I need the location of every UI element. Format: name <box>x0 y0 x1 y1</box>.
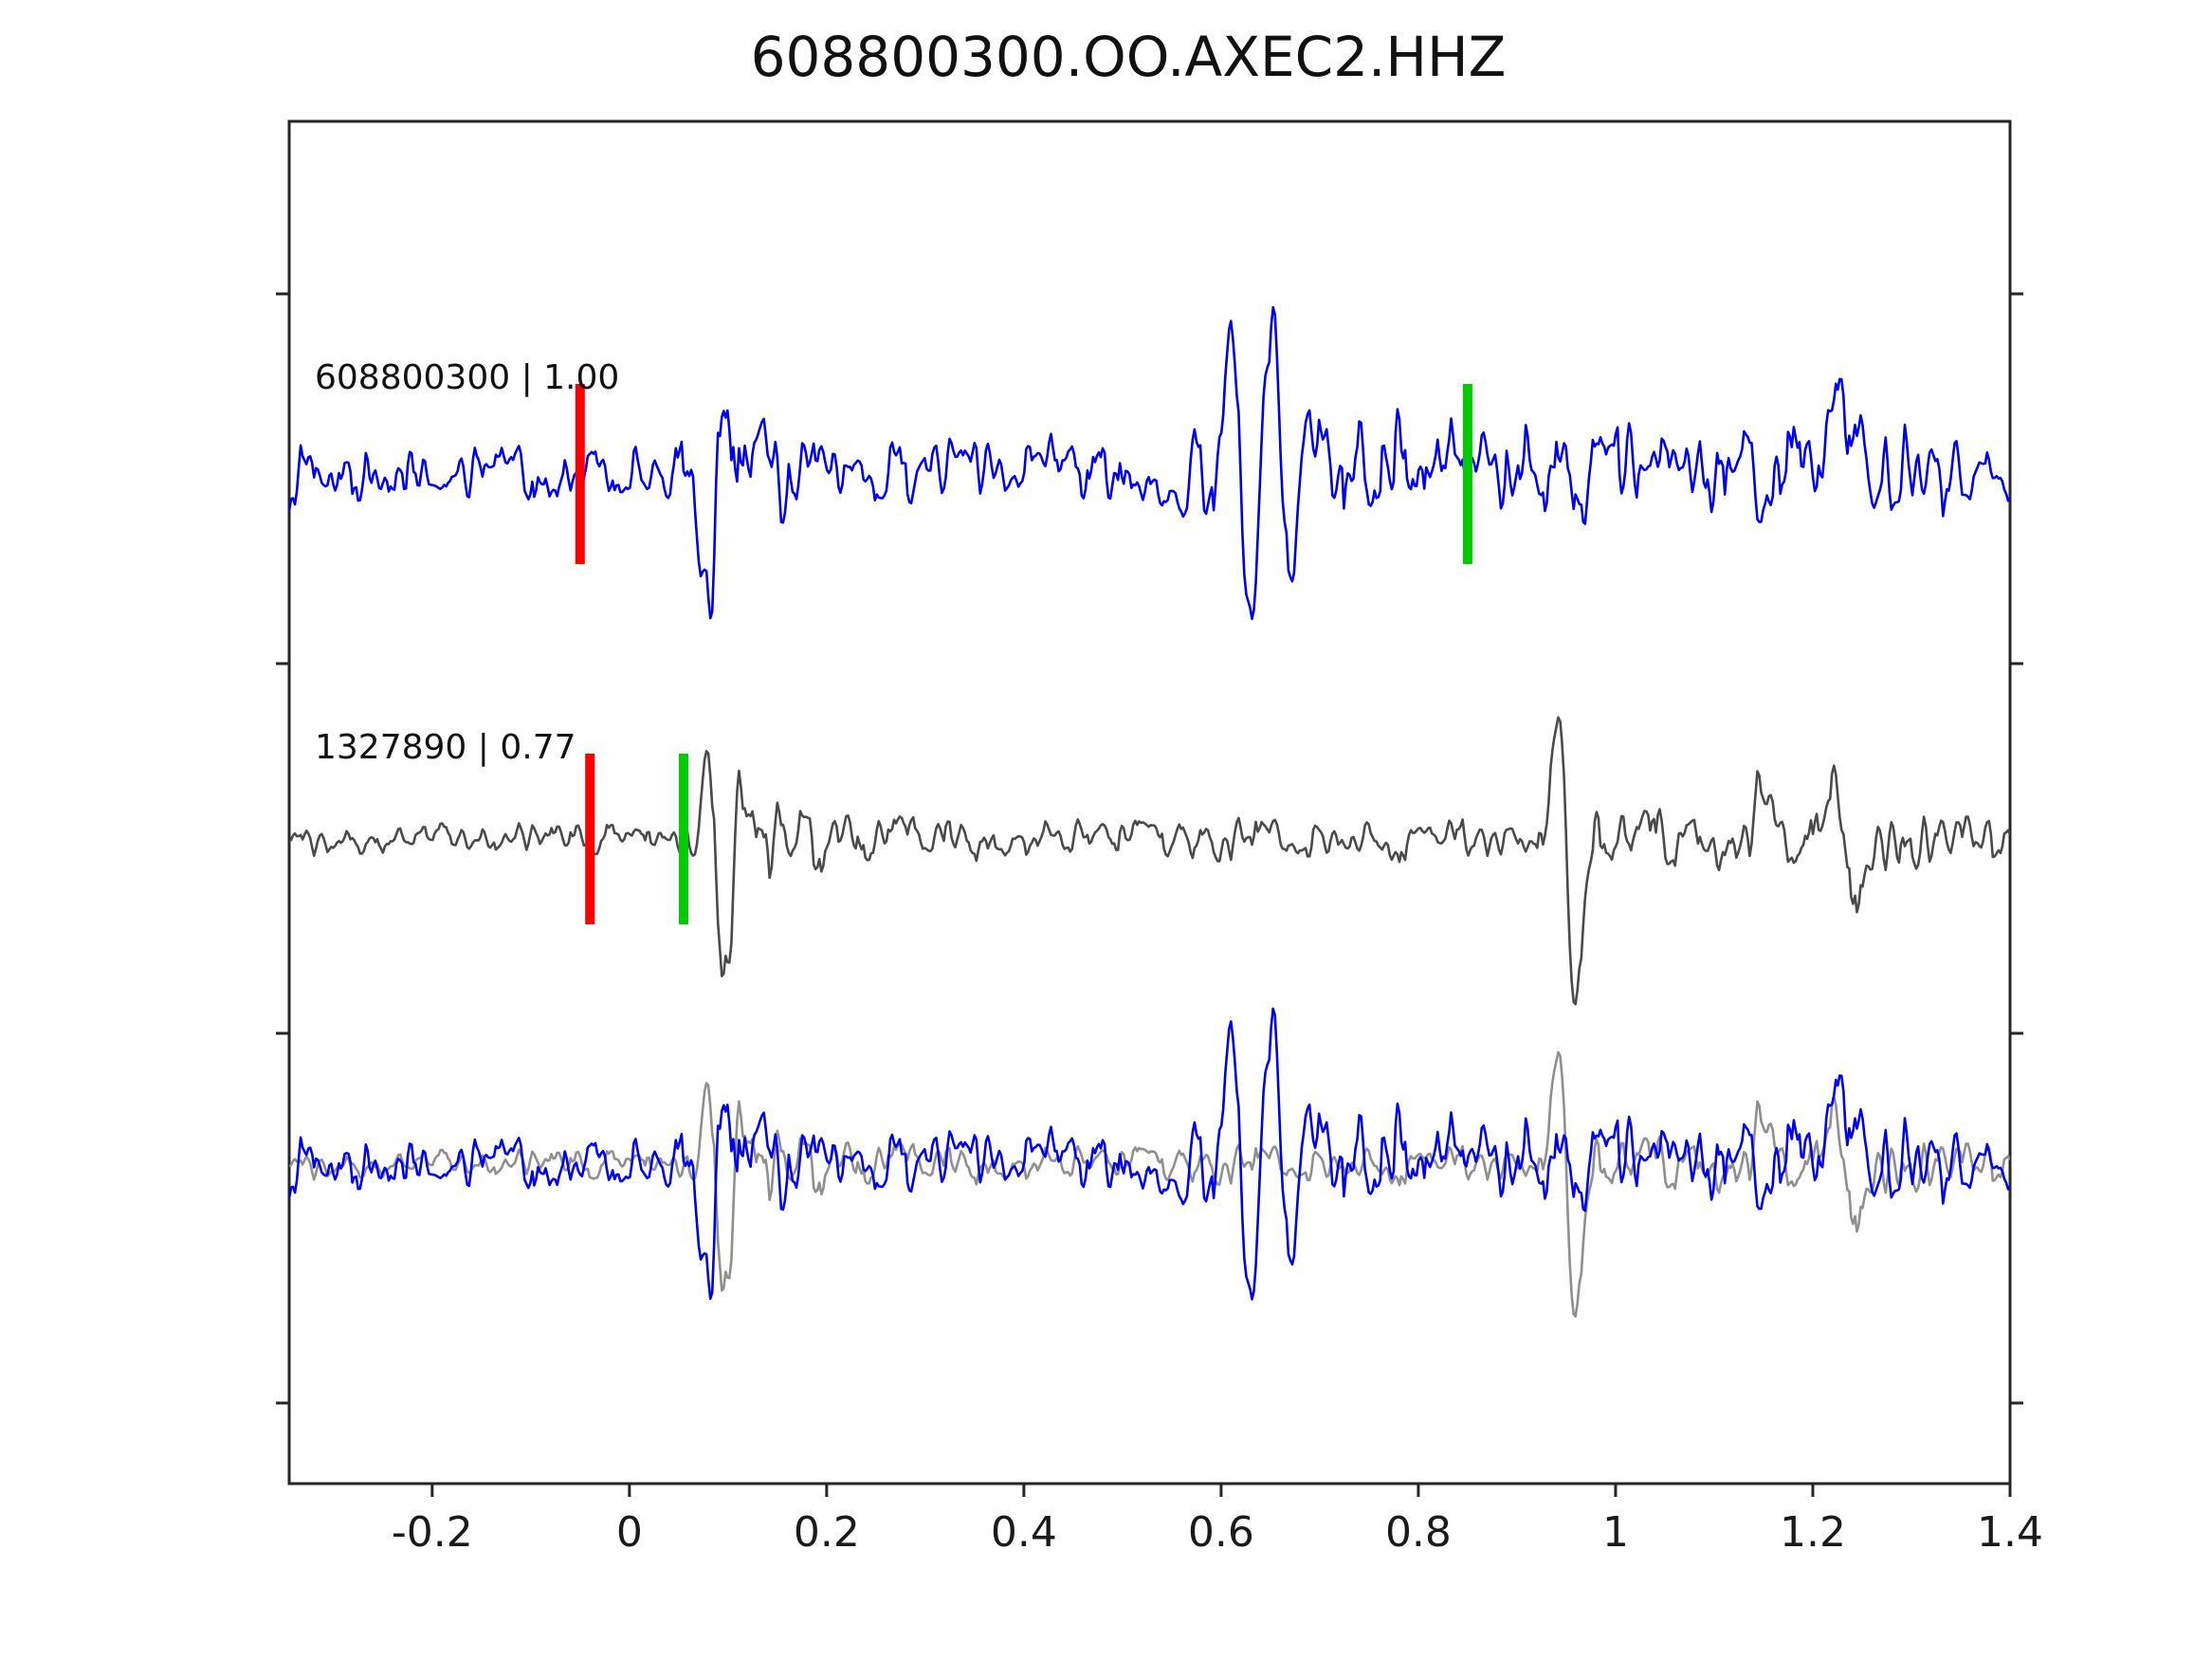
x-tick-label: 0.4 <box>991 1508 1057 1557</box>
x-tick-labels: -0.2 0 0.2 0.4 0.6 0.8 1 1.2 1.4 <box>392 1508 2043 1557</box>
x-tick-label: 1.2 <box>1780 1508 1846 1557</box>
pick-marker-red-pick <box>575 384 585 564</box>
trace-line-1327890 <box>289 716 2010 1006</box>
overlay-line-detection <box>289 1007 2010 1301</box>
pick-marker-green-pick <box>679 754 688 924</box>
x-tick-label: 0.6 <box>1188 1508 1254 1557</box>
x-tick-label: 1.4 <box>1977 1508 2043 1557</box>
x-tick-label: -0.2 <box>392 1508 473 1557</box>
plot-area <box>287 119 2012 1486</box>
trace-template-label: 1327890 | 0.77 <box>315 728 576 767</box>
waveform-traces <box>289 305 2010 1318</box>
pick-marker-green-pick <box>1462 384 1472 564</box>
x-tick-label: 0 <box>616 1508 643 1557</box>
axis-ticks <box>276 292 2023 1497</box>
x-tick-label: 0.2 <box>794 1508 860 1557</box>
pick-marker-red-pick <box>585 754 595 924</box>
x-tick-label: 0.8 <box>1385 1508 1452 1557</box>
pick-markers <box>575 384 1472 924</box>
x-tick-label: 1 <box>1602 1508 1629 1557</box>
trace-detection-label: 608800300 | 1.00 <box>315 358 619 397</box>
chart-title: 608800300.OO.AXEC2.HHZ <box>751 25 1507 89</box>
